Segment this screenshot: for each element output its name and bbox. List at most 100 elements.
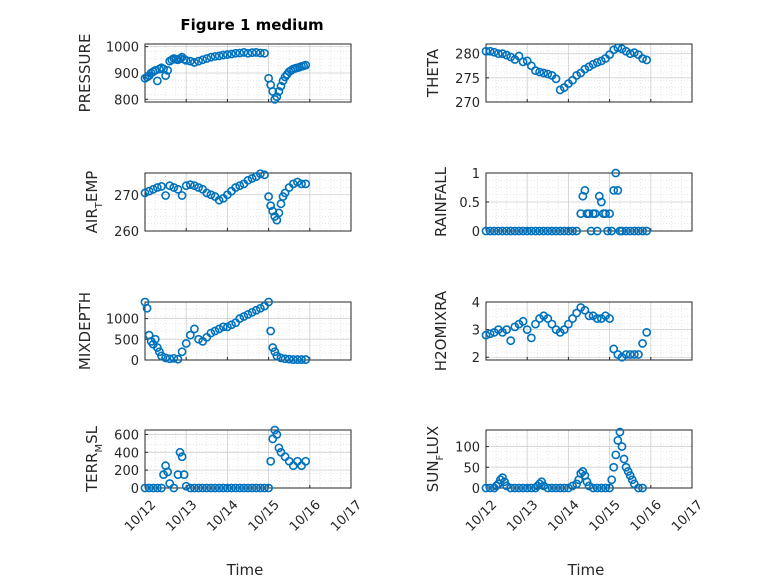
data-point [535,226,544,236]
data-point [268,87,278,96]
data-point [611,450,621,460]
data-point [613,185,623,195]
data-point [493,49,503,59]
data-point [260,48,269,58]
data-point [642,55,652,65]
data-point [625,350,635,359]
data-point [255,48,265,58]
data-point [555,483,565,493]
y-tick-label: 1 [472,167,480,182]
data-point [489,47,499,57]
data-point [272,92,282,102]
x-tick-label: 10/16 [287,498,324,535]
data-point [601,209,610,218]
data-point [481,226,491,236]
data-point [502,325,511,335]
data-point [288,461,298,471]
data-point [603,226,612,236]
y-axis-label: THETA [424,48,442,98]
data-point [625,471,635,480]
data-point [297,461,306,471]
data-point [481,330,491,340]
data-point [555,226,565,236]
data-point [559,325,569,335]
data-point [214,195,224,205]
data-point [227,49,236,59]
data-point [588,59,598,69]
data-point [185,330,195,340]
y-tick-label: 600 [114,428,139,443]
data-point [629,226,639,236]
data-point [288,355,298,364]
data-point [617,226,627,236]
data-point [222,483,232,493]
data-point [190,58,199,67]
data-point [280,354,290,364]
data-point [596,197,606,207]
data-point [247,48,257,58]
y-tick-label: 2 [472,351,480,366]
data-point [161,191,170,200]
x-tick-label: 10/12 [122,498,159,535]
data-point [592,57,602,67]
data-point [634,483,643,493]
x-tick-label: 10/17 [669,498,706,535]
data-point [190,483,199,493]
y-tick-label: 0 [472,482,480,497]
data-point [609,462,619,472]
y-axis-label-subscript: M [94,444,105,453]
data-point [301,179,311,189]
data-point [592,314,602,323]
data-point [243,483,253,493]
data-point [609,185,619,195]
data-point [173,354,183,364]
data-point [590,209,600,218]
y-tick-label: 270 [455,96,480,111]
data-point [621,226,631,236]
data-point [580,305,590,315]
y-axis-label-subscript: T [94,201,105,209]
data-point [518,316,528,326]
x-tick-label: 10/12 [463,498,500,535]
data-point [621,350,631,359]
data-point [144,483,154,493]
data-point [485,226,495,236]
data-point [190,181,199,191]
subplot-theta: 270 275 280 THETA [424,43,693,111]
data-point [274,87,284,96]
data-point [481,46,491,56]
data-point [239,483,249,493]
data-point [264,192,273,201]
y-axis-label-rest: LUX [424,426,442,455]
data-point [613,435,623,445]
y-axis-label: PRESSURE [76,34,94,113]
data-point [510,226,520,236]
data-point [526,333,536,343]
data-point [214,483,224,493]
data-point [502,226,511,236]
data-point [222,50,232,59]
data-point [270,425,280,435]
data-point [152,183,162,192]
data-point [140,188,150,198]
data-point [280,188,290,198]
data-point [559,226,569,236]
data-point [202,188,212,198]
x-axis-label: Time [567,561,605,579]
y-tick-label: 275 [455,72,480,87]
data-point [642,327,652,337]
data-point [181,339,191,348]
data-point [288,179,298,189]
data-point [235,48,245,58]
y-tick-label: 1000 [106,313,139,328]
data-point [506,226,516,236]
y-tick-label: 280 [455,48,480,63]
data-point [202,54,212,63]
y-axis-label-rest: SL [83,425,101,444]
subplot-rainfall: 0 0.5 1 RAINFALL [432,166,693,240]
data-point [181,181,191,191]
data-point [592,226,602,236]
data-point [502,50,511,60]
data-point [547,226,557,236]
data-point [206,483,216,493]
